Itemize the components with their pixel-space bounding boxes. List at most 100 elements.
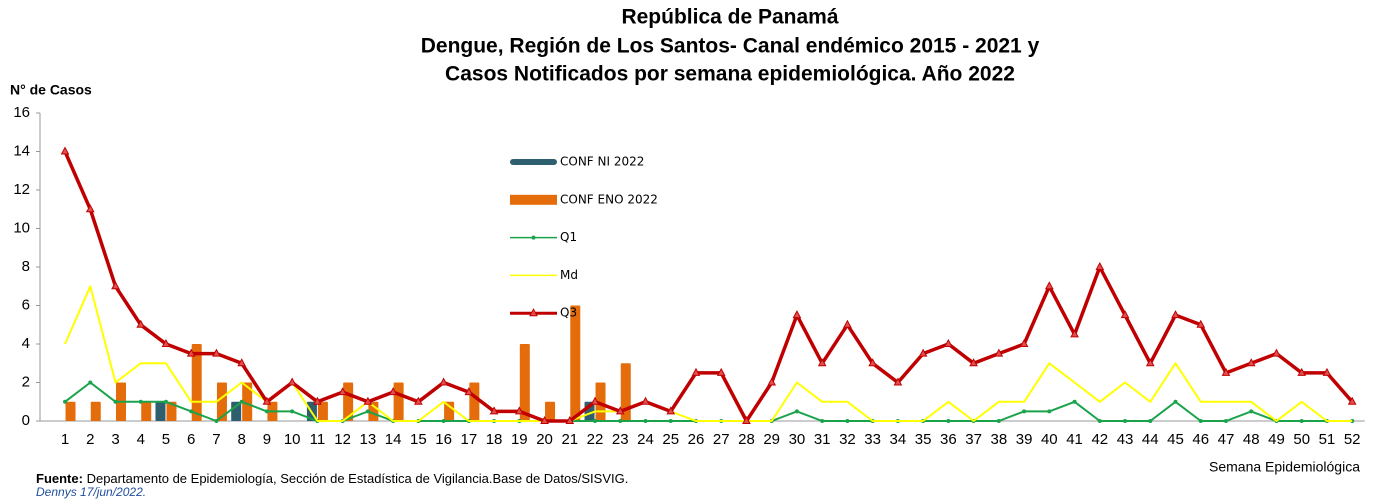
point [514, 406, 524, 415]
x-tick-label: 14 [385, 431, 402, 448]
x-tick-label: 50 [1293, 431, 1310, 448]
point [1123, 419, 1128, 423]
point [464, 387, 474, 396]
y-tick-label: 14 [13, 142, 30, 159]
point [590, 396, 600, 405]
point [1044, 281, 1054, 290]
point [893, 377, 903, 386]
x-tick-label: 34 [890, 431, 907, 448]
point [1173, 399, 1178, 404]
point [615, 406, 625, 415]
source-text: Departamento de Epidemiología, Sección d… [87, 471, 629, 486]
x-tick-label: 42 [1091, 431, 1108, 448]
x-tick-label: 12 [334, 431, 351, 448]
source-label: Fuente: [36, 471, 83, 486]
legend-label: CONF ENO 2022 [560, 192, 658, 206]
point [189, 409, 194, 414]
point [641, 396, 650, 405]
x-tick-label: 23 [612, 431, 629, 448]
point [1223, 419, 1228, 423]
point [668, 419, 673, 423]
x-tick-label: 24 [637, 431, 654, 448]
point [618, 419, 623, 423]
point [161, 338, 171, 347]
point [441, 419, 446, 423]
x-tick-label: 32 [839, 431, 856, 448]
x-tick-label: 35 [915, 431, 932, 448]
point [414, 396, 423, 405]
x-tick-label: 21 [561, 431, 578, 448]
y-axis-label: N° de Casos [10, 82, 92, 98]
point [767, 377, 777, 386]
bar [242, 382, 253, 421]
point [111, 281, 120, 290]
bar [216, 382, 227, 421]
point [338, 387, 347, 396]
point [1322, 367, 1332, 376]
x-tick-label: 16 [435, 431, 452, 448]
point [1070, 329, 1079, 338]
point [1297, 367, 1307, 376]
point [186, 348, 196, 357]
point [363, 396, 373, 405]
bar [393, 382, 404, 421]
point [1047, 409, 1052, 414]
bar [231, 401, 242, 421]
point [237, 358, 247, 367]
point [365, 409, 370, 414]
bar [65, 401, 76, 421]
bar [90, 401, 101, 421]
point [138, 399, 143, 404]
footer-source: Fuente: Departamento de Epidemiología, S… [36, 471, 628, 486]
point [214, 419, 219, 423]
point [1171, 310, 1180, 319]
bar [444, 401, 455, 421]
x-tick-label: 47 [1218, 431, 1235, 448]
point [1221, 367, 1231, 376]
bar [166, 401, 177, 421]
point [1019, 338, 1029, 347]
x-tick-label: 18 [486, 431, 503, 448]
point [113, 399, 118, 404]
point [868, 358, 877, 367]
point [996, 419, 1001, 423]
point [1072, 399, 1077, 404]
point [287, 377, 297, 386]
legend-label: Q3 [560, 306, 577, 320]
point [1299, 419, 1304, 423]
x-axis-label: Semana Epidemiológica [1209, 459, 1360, 475]
point [1022, 409, 1027, 414]
line [63, 150, 1354, 423]
y-tick-label: 0 [22, 412, 30, 429]
legend-marker [531, 235, 536, 240]
point [1246, 358, 1256, 367]
y-tick-label: 12 [13, 181, 30, 198]
chart-title: República de Panamá [621, 6, 838, 29]
bar [570, 305, 581, 421]
point [643, 419, 648, 423]
x-tick-label: 13 [360, 431, 377, 448]
legend-label: Md [560, 268, 578, 282]
point [540, 415, 549, 424]
chart-title: Dengue, Región de Los Santos- Canal endé… [421, 35, 1040, 58]
point [489, 406, 499, 415]
point [843, 319, 852, 328]
x-tick-label: 10 [284, 431, 301, 448]
point [565, 415, 575, 424]
legend-label: Q1 [560, 230, 577, 244]
x-tick-label: 4 [137, 431, 145, 448]
point [1196, 319, 1206, 328]
legend-swatch [510, 194, 557, 205]
point [792, 310, 802, 319]
x-tick-label: 31 [814, 431, 831, 448]
point [666, 406, 676, 415]
point [1272, 348, 1281, 357]
x-tick-label: 51 [1319, 431, 1336, 448]
point [820, 419, 825, 423]
x-tick-label: 17 [460, 431, 477, 448]
x-tick-label: 30 [789, 431, 806, 448]
bar [141, 401, 152, 421]
point [944, 338, 953, 347]
y-tick-label: 6 [22, 296, 30, 313]
